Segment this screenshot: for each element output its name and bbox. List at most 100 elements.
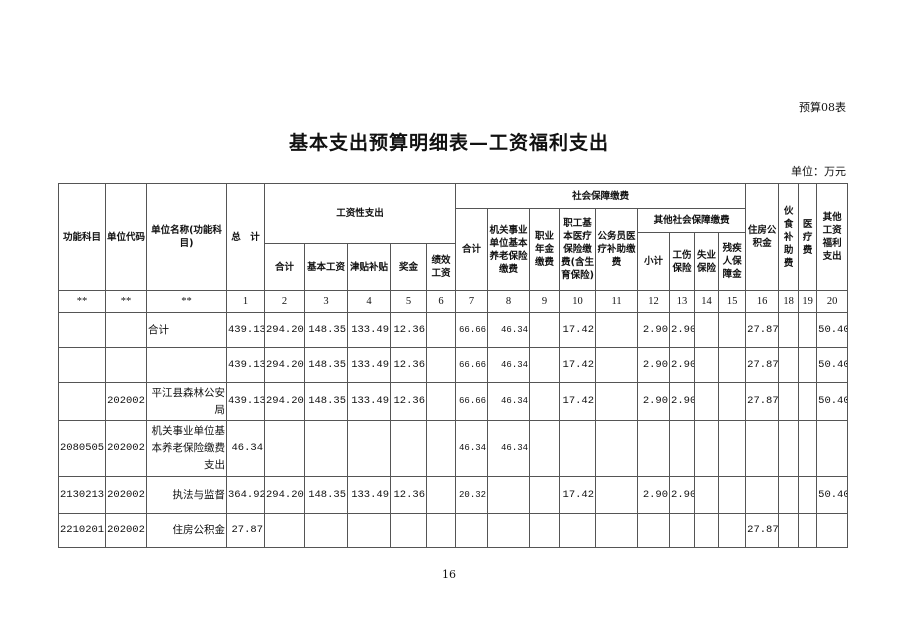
amount-cell: 148.35: [304, 312, 348, 348]
unit-code-cell: 202002: [105, 513, 147, 548]
amount-cell: 66.66: [455, 312, 489, 348]
header-total: 总 计: [226, 183, 265, 291]
index-cell: 19: [798, 290, 818, 313]
header-basic-wage: 基本工资: [304, 243, 348, 291]
amount-cell: 66.66: [455, 382, 489, 421]
amount-cell: 46.34: [487, 420, 531, 477]
header-disability-fund: 残疾人保障金: [718, 232, 747, 291]
header-wage-total: 合计: [264, 243, 305, 291]
amount-cell: 27.87: [745, 382, 780, 421]
header-performance-wage: 绩效工资: [425, 243, 457, 291]
table-row: 合计 439.13 294.20 148.35 133.49 12.36 66.66 46.3…: [58, 312, 849, 348]
index-cell: 11: [595, 290, 639, 313]
unit-name-cell: 合计: [146, 312, 227, 348]
amount-cell: 148.35: [304, 347, 348, 383]
amount-cell: [798, 347, 818, 383]
index-cell: 15: [718, 290, 747, 313]
func-subject-cell: [58, 382, 106, 421]
amount-cell: [778, 347, 800, 383]
amount-cell: [718, 420, 747, 477]
unit-name-cell: 住房公积金: [146, 513, 227, 548]
index-cell: **: [146, 290, 227, 313]
amount-cell: [718, 382, 747, 421]
amount-cell: 12.36: [390, 312, 427, 348]
index-cell: 16: [745, 290, 780, 313]
amount-cell: 50.40: [816, 312, 849, 348]
amount-cell: 12.36: [390, 382, 427, 421]
amount-cell: [425, 312, 457, 348]
unit-code-cell: [105, 347, 147, 383]
budget-table: 功能科目 单位代码 单位名称(功能科目) 总 计 工资性支出 社会保障缴费 住房…: [58, 183, 849, 548]
page-title: 基本支出预算明细表—工资福利支出: [288, 132, 609, 154]
amount-cell: 2.90: [637, 347, 671, 383]
amount-cell: 66.66: [455, 347, 489, 383]
amount-cell: 133.49: [347, 476, 391, 514]
index-cell: 2: [264, 290, 305, 313]
header-social-group: 社会保障缴费: [455, 183, 747, 209]
amount-cell: [595, 420, 639, 477]
amount-cell: [694, 312, 720, 348]
amount-cell: 439.13: [226, 312, 265, 348]
amount-cell: 148.35: [304, 382, 348, 421]
amount-cell: 133.49: [347, 347, 391, 383]
amount-cell: [390, 420, 427, 477]
index-cell: **: [58, 290, 106, 313]
header-annuity: 职业年金缴费: [529, 208, 561, 291]
amount-cell: 46.34: [226, 420, 265, 477]
amount-cell: 17.42: [559, 347, 597, 383]
func-subject-cell: [58, 312, 106, 348]
table-row: 2130213 202002 执法与监督 364.92 294.20 148.35 133.…: [58, 476, 849, 514]
unit-code-cell: 202002: [105, 382, 147, 421]
amount-cell: [595, 513, 639, 548]
amount-cell: 46.34: [487, 382, 531, 421]
index-cell: 3: [304, 290, 348, 313]
index-cell: 10: [559, 290, 597, 313]
amount-cell: [304, 420, 348, 477]
amount-cell: 50.40: [816, 476, 849, 514]
header-other-welfare: 其他工资福利支出: [816, 183, 849, 291]
header-unit-name: 单位名称(功能科目): [146, 183, 227, 291]
amount-cell: 294.20: [264, 382, 305, 421]
header-unit-code: 单位代码: [105, 183, 147, 291]
index-cell: 8: [487, 290, 531, 313]
amount-cell: 50.40: [816, 382, 849, 421]
amount-cell: 2.90: [669, 347, 696, 383]
index-cell: 7: [455, 290, 489, 313]
amount-cell: 12.36: [390, 347, 427, 383]
amount-cell: 12.36: [390, 476, 427, 514]
amount-cell: 2.90: [669, 476, 696, 514]
amount-cell: [718, 476, 747, 514]
amount-cell: [718, 312, 747, 348]
page-number: 16: [442, 568, 456, 581]
amount-cell: [694, 476, 720, 514]
amount-cell: 27.87: [745, 347, 780, 383]
header-medical-insurance: 职工基本医疗保险缴费(含生育保险): [559, 208, 597, 291]
index-cell: 20: [816, 290, 849, 313]
amount-cell: [487, 476, 531, 514]
amount-cell: [425, 347, 457, 383]
amount-cell: 133.49: [347, 312, 391, 348]
amount-cell: [529, 476, 561, 514]
amount-cell: [455, 513, 489, 548]
amount-cell: [694, 347, 720, 383]
index-cell: 12: [637, 290, 671, 313]
amount-cell: [778, 382, 800, 421]
amount-cell: [390, 513, 427, 548]
amount-cell: [798, 382, 818, 421]
amount-cell: [637, 513, 671, 548]
amount-cell: 27.87: [745, 513, 780, 548]
header-other-subtotal: 小计: [637, 232, 671, 291]
amount-cell: [425, 420, 457, 477]
amount-cell: [595, 476, 639, 514]
amount-cell: [778, 476, 800, 514]
amount-cell: [798, 513, 818, 548]
func-subject-cell: 2210201: [58, 513, 106, 548]
amount-cell: [694, 513, 720, 548]
amount-cell: [529, 347, 561, 383]
amount-cell: [718, 347, 747, 383]
index-cell: 1: [226, 290, 265, 313]
table-header: 功能科目 单位代码 单位名称(功能科目) 总 计 工资性支出 社会保障缴费 住房…: [58, 183, 849, 291]
amount-cell: [778, 513, 800, 548]
table-row: 2080505 202002 机关事业单位基本养老保险缴费支出 46.34 46.34 4…: [58, 420, 849, 477]
table-row: 439.13 294.20 148.35 133.49 12.36 66.66 46.34 1…: [58, 347, 849, 383]
